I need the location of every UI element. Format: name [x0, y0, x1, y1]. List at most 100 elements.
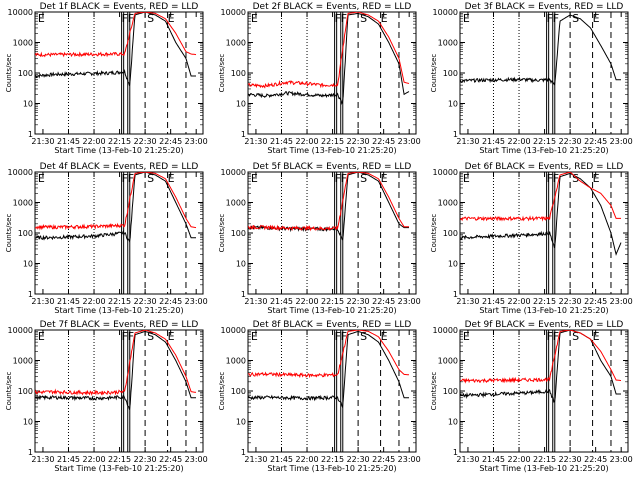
y-axis-label: Counts/sec — [5, 372, 13, 411]
y-tick-label: 10 — [23, 260, 33, 269]
x-tick-label: 21:30 — [31, 297, 54, 306]
series-line-events — [35, 172, 196, 243]
series-line-lld — [248, 330, 410, 379]
x-tick-label: 21:45 — [57, 137, 80, 146]
chart-title: Det 1f BLACK = Events, RED = LLD — [40, 2, 199, 12]
x-tick-label: 21:30 — [456, 137, 479, 146]
x-tick-label: 21:30 — [244, 455, 267, 464]
y-tick-label: 1 — [453, 130, 458, 139]
x-tick-label: 21:30 — [456, 455, 479, 464]
x-axis-label: Start Time (13-Feb-10 21:25:20) — [479, 306, 608, 315]
x-tick-label: 23:00 — [610, 297, 633, 306]
flag-label: F — [122, 172, 128, 185]
y-tick-label: 10000 — [433, 8, 458, 17]
x-axis-label: Start Time (13-Feb-10 21:25:20) — [479, 146, 608, 155]
flag-label: E — [168, 330, 175, 343]
y-tick-label: 100 — [443, 229, 458, 238]
x-axis-label: Start Time (13-Feb-10 21:25:20) — [267, 464, 396, 473]
x-tick-label: 21:30 — [244, 137, 267, 146]
x-tick-label: 21:30 — [31, 455, 54, 464]
flag-label: E — [463, 330, 470, 343]
x-tick-label: 22:45 — [159, 297, 182, 306]
flag-label: S — [147, 172, 154, 185]
y-tick-label: 10 — [448, 418, 458, 427]
series-line-events — [460, 330, 621, 403]
x-tick-label: 22:00 — [295, 297, 318, 306]
chart-title: Det 3f BLACK = Events, RED = LLD — [465, 2, 624, 12]
x-tick-label: 22:15 — [533, 297, 556, 306]
x-tick-label: 23:00 — [398, 455, 421, 464]
flag-label: F — [341, 12, 347, 25]
x-tick-label: 23:00 — [610, 137, 633, 146]
x-tick-label: 21:45 — [270, 137, 293, 146]
x-tick-label: 22:45 — [584, 297, 607, 306]
x-tick-label: 21:30 — [244, 297, 267, 306]
x-tick-label: 22:00 — [82, 455, 105, 464]
x-tick-label: 22:15 — [108, 297, 131, 306]
x-tick-label: 23:00 — [185, 455, 208, 464]
x-tick-label: 22:30 — [347, 455, 370, 464]
y-tick-label: 10000 — [433, 168, 458, 177]
y-tick-label: 1 — [28, 290, 33, 299]
y-tick-label: 10000 — [433, 326, 458, 335]
flag-label: E — [593, 172, 600, 185]
x-tick-label: 22:30 — [134, 137, 157, 146]
y-axis-label: Counts/sec — [5, 54, 13, 93]
x-tick-label: 23:00 — [185, 137, 208, 146]
x-tick-label: 22:45 — [584, 455, 607, 464]
flag-label: E — [381, 172, 388, 185]
y-tick-label: 1 — [241, 130, 246, 139]
series-line-lld — [248, 12, 410, 89]
flag-label: F — [553, 330, 559, 343]
x-tick-label: 22:00 — [295, 137, 318, 146]
chart-panel-5: Det 5f BLACK = Events, RED = LLD 1 10 100 10… — [218, 162, 421, 315]
chart-title: Det 5f BLACK = Events, RED = LLD — [253, 162, 412, 172]
y-tick-label: 10 — [23, 100, 33, 109]
series-line-lld — [248, 172, 409, 232]
x-axis-label: Start Time (13-Feb-10 21:25:20) — [54, 464, 183, 473]
y-tick-label: 1000 — [13, 199, 33, 208]
x-tick-label: 22:15 — [108, 455, 131, 464]
x-tick-label: 22:30 — [347, 297, 370, 306]
series-line-events — [460, 172, 622, 256]
flag-label: E — [593, 330, 600, 343]
y-axis-label: Counts/sec — [430, 54, 438, 93]
flag-label: E — [463, 12, 470, 25]
flag-label: F — [122, 330, 128, 343]
y-tick-label: 1000 — [438, 357, 458, 366]
series-line-lld — [460, 172, 621, 222]
y-tick-label: 10 — [448, 260, 458, 269]
x-tick-label: 23:00 — [398, 297, 421, 306]
flag-label: E — [463, 172, 470, 185]
x-tick-label: 21:45 — [482, 455, 505, 464]
x-tick-label: 22:45 — [372, 297, 395, 306]
y-tick-label: 1000 — [438, 199, 458, 208]
y-tick-label: 10000 — [221, 168, 246, 177]
x-tick-label: 22:00 — [507, 297, 530, 306]
flag-label: E — [168, 12, 175, 25]
plot-frame — [247, 11, 417, 135]
x-tick-label: 21:45 — [270, 297, 293, 306]
y-tick-label: 10000 — [8, 326, 33, 335]
y-tick-label: 100 — [231, 387, 246, 396]
x-tick-label: 22:00 — [82, 137, 105, 146]
series-line-events — [460, 14, 621, 86]
chart-panel-7: Det 7f BLACK = Events, RED = LLD 1 10 100 10… — [5, 320, 208, 473]
y-axis-label: Counts/sec — [430, 372, 438, 411]
x-tick-label: 22:30 — [347, 137, 370, 146]
x-tick-label: 22:30 — [134, 297, 157, 306]
series-line-events — [248, 330, 409, 409]
y-tick-label: 1 — [453, 448, 458, 457]
flag-label: E — [251, 172, 258, 185]
flag-label: S — [360, 172, 367, 185]
x-tick-label: 22:15 — [533, 137, 556, 146]
y-tick-label: 1 — [453, 290, 458, 299]
y-tick-label: 10 — [236, 260, 246, 269]
flag-label: E — [381, 330, 388, 343]
y-tick-label: 1000 — [226, 39, 246, 48]
flag-label: S — [572, 172, 579, 185]
plot-frame — [247, 329, 417, 453]
chart-title: Det 9f BLACK = Events, RED = LLD — [465, 320, 624, 330]
x-tick-label: 22:15 — [108, 137, 131, 146]
x-tick-label: 22:15 — [533, 455, 556, 464]
